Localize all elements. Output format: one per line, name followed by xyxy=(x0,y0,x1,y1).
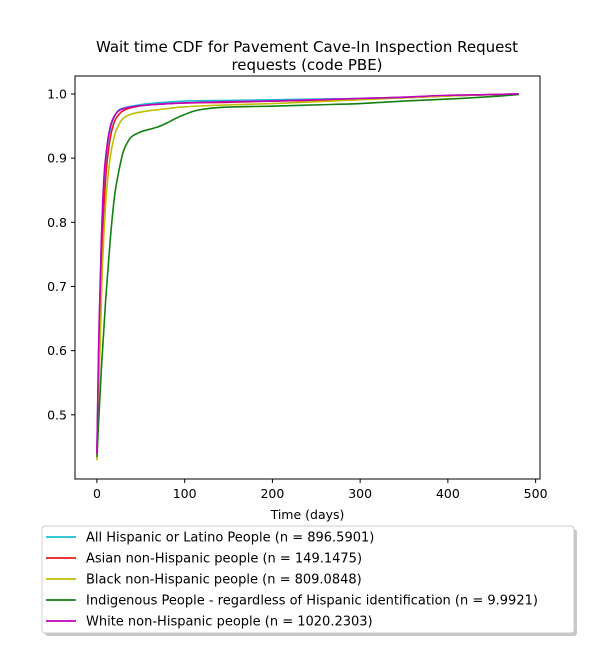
legend-label-4: Indigenous People - regardless of Hispan… xyxy=(86,594,538,609)
x-tick-label: 200 xyxy=(260,486,284,501)
y-tick-label: 0.5 xyxy=(47,407,67,422)
series-line-1 xyxy=(96,93,519,455)
series-line-5 xyxy=(96,93,519,455)
x-tick-label: 100 xyxy=(173,486,197,501)
x-tick-label: 300 xyxy=(348,486,372,501)
series-line-2 xyxy=(96,93,519,455)
legend-label-2: Asian non-Hispanic people (n = 149.1475) xyxy=(86,552,362,567)
chart-title-line-2: requests (code PBE) xyxy=(231,56,382,74)
y-tick-label: 0.6 xyxy=(47,343,67,358)
chart-title-line-1: Wait time CDF for Pavement Cave-In Inspe… xyxy=(96,38,518,56)
legend-box xyxy=(41,525,575,634)
y-tick-label: 0.8 xyxy=(47,215,67,230)
x-tick-label: 500 xyxy=(524,486,548,501)
series-line-3 xyxy=(96,93,519,461)
series-lines xyxy=(96,93,519,461)
x-axis-title: Time (days) xyxy=(270,507,345,522)
x-tick-label: 400 xyxy=(436,486,460,501)
legend: All Hispanic or Latino People (n = 896.5… xyxy=(41,525,577,636)
y-tick-label: 0.7 xyxy=(47,279,67,294)
series-line-4 xyxy=(96,93,519,458)
legend-label-5: White non-Hispanic people (n = 1020.2303… xyxy=(86,615,373,630)
chart-title: Wait time CDF for Pavement Cave-In Inspe… xyxy=(96,38,518,74)
y-tick-label: 1.0 xyxy=(47,86,67,101)
y-tick-label: 0.9 xyxy=(47,151,67,166)
legend-label-1: All Hispanic or Latino People (n = 896.5… xyxy=(86,531,374,546)
plot-area: 0 100 200 300 400 500 0.5 0.6 0.7 0.8 0.9 1.0 xyxy=(47,75,548,501)
legend-label-3: Black non-Hispanic people (n = 809.0848) xyxy=(86,573,362,588)
x-tick-label: 0 xyxy=(93,486,101,501)
axes-frame xyxy=(74,75,541,480)
